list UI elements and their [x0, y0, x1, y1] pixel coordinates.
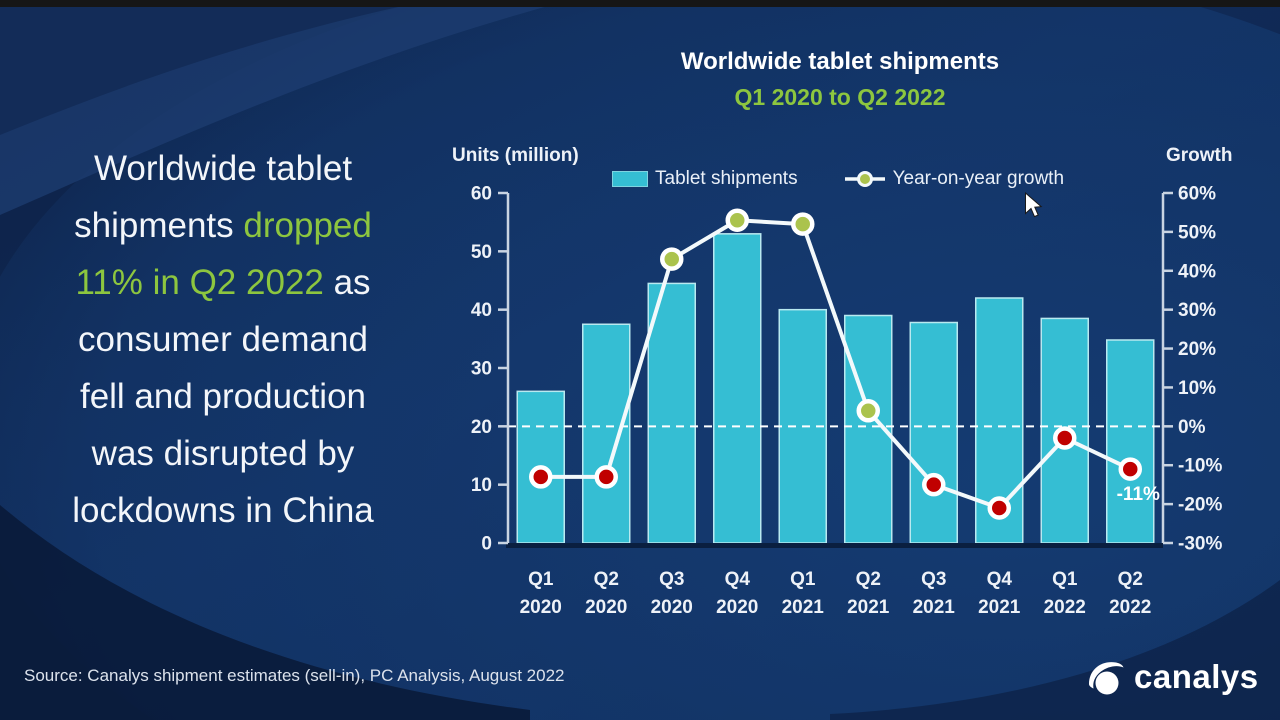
headline-line: 11% in Q2 2022 as	[0, 254, 446, 311]
canalys-logo-icon	[1089, 662, 1124, 695]
headline-segment: shipments	[74, 206, 244, 245]
right-axis-tick-label: 30%	[1178, 300, 1216, 321]
legend-bar-label: Tablet shipments	[655, 168, 798, 189]
mouse-cursor	[1025, 192, 1043, 218]
bar-q1-2022	[1040, 317, 1089, 544]
growth-marker-q1-2021	[791, 212, 815, 236]
right-axis-title: Growth	[1166, 145, 1233, 166]
x-axis-label-quarter: Q1	[1052, 569, 1078, 590]
source-text: Source: Canalys shipment estimates (sell…	[24, 666, 565, 685]
left-axis-title: Units (million)	[452, 145, 579, 166]
x-axis-label-quarter: Q2	[594, 569, 619, 590]
x-axis-label-year: 2021	[913, 597, 956, 618]
x-axis-label-quarter: Q3	[659, 569, 684, 590]
growth-marker-q3-2021	[922, 472, 946, 497]
legend: Tablet shipments Year-on-year growth	[612, 168, 1064, 190]
x-axis-label-year: 2022	[1044, 597, 1086, 618]
headline: Worldwide tablet shipments dropped 11% in …	[0, 140, 446, 539]
right-axis-tick-label: 0%	[1178, 417, 1206, 438]
headline-segment: as	[323, 263, 371, 302]
headline-segment: 11% in Q2 2022	[75, 263, 324, 302]
headline-segment: dropped	[243, 206, 372, 245]
x-axis-label-year: 2021	[782, 597, 825, 618]
annotation-q2-2022-growth: -11%	[1117, 484, 1160, 505]
headline-segment: lockdowns in China	[72, 491, 374, 530]
bar-q3-2020	[647, 282, 696, 544]
chart-plot: 0 10 20 30 40 50 60 60% 50% 40% 30% 20% 10% 0% -10% -20…	[471, 184, 1223, 619]
headline-line: shipments dropped	[0, 197, 446, 254]
right-axis-tick-label: 10%	[1178, 378, 1216, 399]
left-axis-tick-label: 0	[481, 534, 492, 555]
left-axis-tick-label: 40	[471, 300, 492, 321]
headline-line: was disrupted by	[0, 425, 446, 482]
x-axis-label-year: 2021	[847, 597, 890, 618]
left-axis-tick-label: 10	[471, 475, 492, 496]
x-axis-label-quarter: Q4	[725, 569, 751, 590]
bar-q2-2022	[1106, 339, 1155, 544]
x-axis-label-quarter: Q1	[528, 569, 554, 590]
x-axis-label-quarter: Q3	[921, 569, 946, 590]
right-axis-tick-label: -10%	[1178, 456, 1222, 477]
headline-line: lockdowns in China	[0, 482, 446, 539]
legend-bar-swatch-icon	[612, 171, 648, 187]
bar-q3-2021	[909, 321, 958, 544]
x-axis-label-year: 2021	[978, 597, 1021, 618]
growth-marker-q2-2020	[594, 465, 618, 489]
growth-line	[538, 218, 1133, 510]
top-edge-strip	[0, 0, 1280, 7]
x-axis-label-year: 2020	[520, 597, 562, 618]
headline-segment: was disrupted by	[91, 434, 355, 473]
chart-title: Worldwide tablet shipments	[680, 48, 1000, 75]
x-axis-label-quarter: Q4	[987, 569, 1013, 590]
right-axis-tick-label: 50%	[1178, 222, 1216, 243]
headline-line: fell and production	[0, 368, 446, 425]
right-axis-tick-label: 20%	[1178, 339, 1216, 360]
legend-item-shipments: Tablet shipments	[612, 168, 798, 190]
headline-line: consumer demand	[0, 311, 446, 368]
right-axis-tick-label: -30%	[1178, 534, 1222, 555]
headline-segment: fell and production	[79, 377, 367, 416]
headline-segment: Worldwide tablet	[93, 149, 353, 188]
chart-subtitle: Q1 2020 to Q2 2022	[734, 84, 946, 110]
right-axis-tick-label: 60%	[1178, 184, 1216, 205]
growth-marker-q4-2020	[725, 208, 749, 232]
x-axis-label-year: 2022	[1109, 597, 1151, 618]
right-axis-tick-label: -20%	[1178, 495, 1222, 516]
headline-line: Worldwide tablet	[0, 140, 446, 197]
canalys-logo-text: canalys	[1134, 658, 1259, 695]
x-axis-label-quarter: Q1	[790, 569, 816, 590]
x-axis-label-quarter: Q2	[1118, 569, 1143, 590]
x-axis-label-year: 2020	[651, 597, 693, 618]
left-axis-tick-label: 20	[471, 417, 492, 438]
legend-line-marker-icon	[844, 171, 885, 187]
canalys-logo: canalys	[1082, 654, 1259, 700]
left-axis-tick-label: 30	[471, 359, 492, 380]
x-axis-label-quarter: Q2	[856, 569, 881, 590]
left-axis-tick-label: 50	[471, 242, 492, 263]
legend-item-growth: Year-on-year growth	[844, 168, 1064, 190]
bar-q2-2020	[582, 323, 631, 544]
right-axis-tick-label: 40%	[1178, 261, 1216, 282]
legend-line-label: Year-on-year growth	[892, 168, 1065, 189]
left-axis-tick-label: 60	[471, 184, 492, 205]
x-axis-label-year: 2020	[585, 597, 627, 618]
headline-segment: consumer demand	[78, 320, 368, 359]
growth-marker-q1-2020	[529, 465, 553, 489]
bar-q4-2020	[713, 233, 762, 544]
growth-marker-q1-2022	[1053, 426, 1077, 450]
growth-marker-q2-2021	[856, 399, 880, 423]
growth-marker-q3-2020	[660, 247, 684, 271]
growth-marker-q4-2021	[987, 496, 1011, 520]
x-axis-label-year: 2020	[716, 597, 758, 618]
growth-marker-q2-2022	[1118, 457, 1142, 481]
